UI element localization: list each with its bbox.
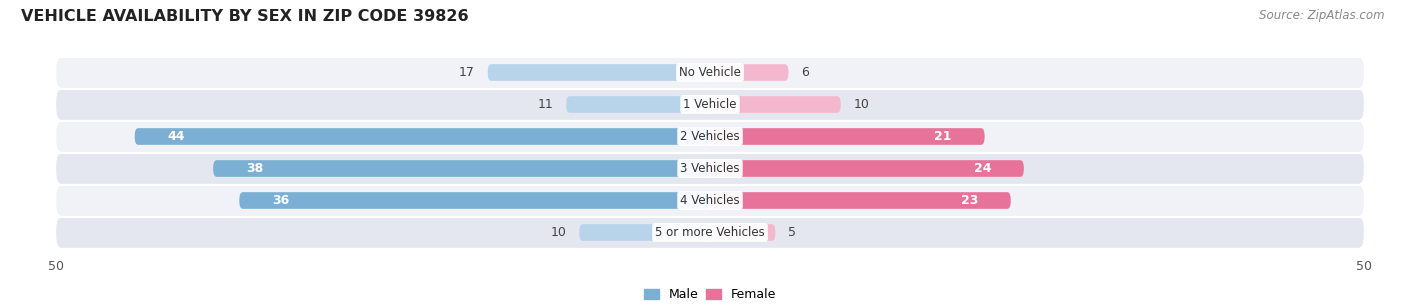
Text: 5 or more Vehicles: 5 or more Vehicles xyxy=(655,226,765,239)
FancyBboxPatch shape xyxy=(56,57,1364,88)
Text: 10: 10 xyxy=(550,226,567,239)
Text: 5: 5 xyxy=(789,226,796,239)
Text: 6: 6 xyxy=(801,66,810,79)
Text: 44: 44 xyxy=(167,130,184,143)
FancyBboxPatch shape xyxy=(710,224,776,241)
Text: 3 Vehicles: 3 Vehicles xyxy=(681,162,740,175)
FancyBboxPatch shape xyxy=(56,217,1364,248)
Text: 4 Vehicles: 4 Vehicles xyxy=(681,194,740,207)
FancyBboxPatch shape xyxy=(710,160,1024,177)
FancyBboxPatch shape xyxy=(239,192,710,209)
Text: 11: 11 xyxy=(537,98,553,111)
FancyBboxPatch shape xyxy=(710,192,1011,209)
FancyBboxPatch shape xyxy=(710,96,841,113)
FancyBboxPatch shape xyxy=(579,224,710,241)
FancyBboxPatch shape xyxy=(710,128,984,145)
Text: Source: ZipAtlas.com: Source: ZipAtlas.com xyxy=(1260,9,1385,22)
FancyBboxPatch shape xyxy=(135,128,710,145)
FancyBboxPatch shape xyxy=(56,185,1364,216)
Text: 23: 23 xyxy=(960,194,979,207)
FancyBboxPatch shape xyxy=(710,64,789,81)
FancyBboxPatch shape xyxy=(567,96,710,113)
FancyBboxPatch shape xyxy=(56,89,1364,120)
Text: 21: 21 xyxy=(935,130,952,143)
Text: 38: 38 xyxy=(246,162,263,175)
Text: VEHICLE AVAILABILITY BY SEX IN ZIP CODE 39826: VEHICLE AVAILABILITY BY SEX IN ZIP CODE … xyxy=(21,9,468,24)
Text: 24: 24 xyxy=(974,162,991,175)
Text: 17: 17 xyxy=(458,66,475,79)
FancyBboxPatch shape xyxy=(56,121,1364,152)
Legend: Male, Female: Male, Female xyxy=(638,283,782,305)
Text: No Vehicle: No Vehicle xyxy=(679,66,741,79)
Text: 10: 10 xyxy=(853,98,870,111)
Text: 2 Vehicles: 2 Vehicles xyxy=(681,130,740,143)
Text: 1 Vehicle: 1 Vehicle xyxy=(683,98,737,111)
FancyBboxPatch shape xyxy=(214,160,710,177)
Text: 36: 36 xyxy=(271,194,290,207)
FancyBboxPatch shape xyxy=(56,153,1364,184)
FancyBboxPatch shape xyxy=(488,64,710,81)
